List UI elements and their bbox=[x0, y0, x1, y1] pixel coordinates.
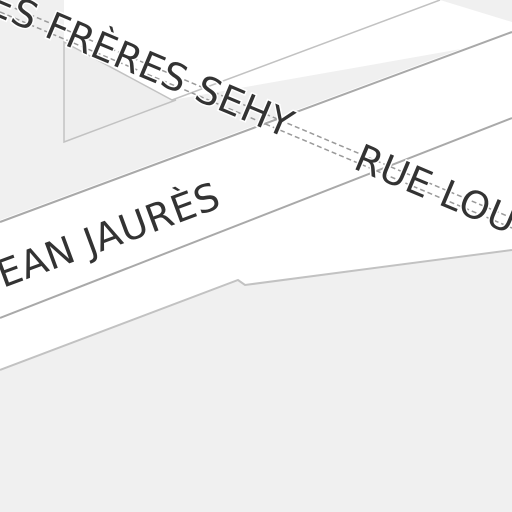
block-triangle bbox=[63, 40, 177, 144]
freres-sehy-dashed-lower bbox=[0, 11, 512, 229]
freres-sehy-dashed-upper bbox=[0, 1, 512, 219]
jean-jaures-upper-casing bbox=[0, 31, 512, 223]
jean-jaures-lower-casing bbox=[0, 117, 512, 319]
road-area-main bbox=[0, 30, 512, 370]
lower-road-edge bbox=[0, 249, 512, 371]
road-area-upper bbox=[0, 0, 512, 100]
upper-road-edge bbox=[171, 0, 441, 101]
